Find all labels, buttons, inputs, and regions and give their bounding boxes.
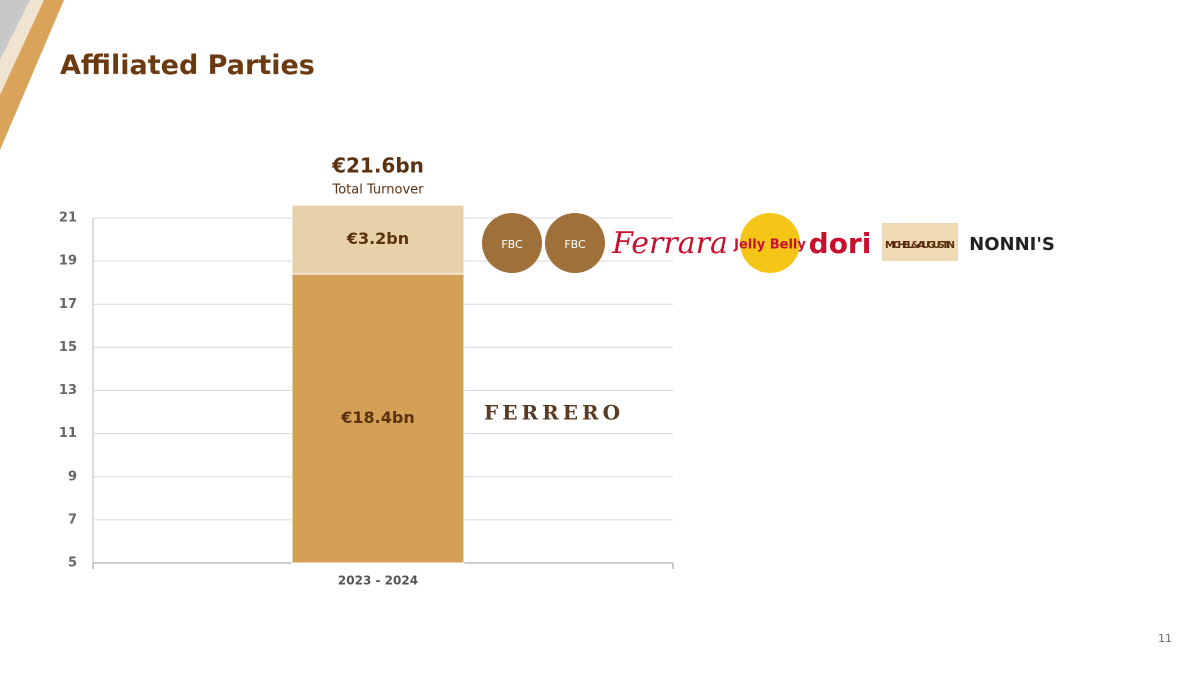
logo: FERRERO [484,401,620,425]
bar-segment [291,273,465,564]
logo: Jelly Belly [733,238,806,253]
logo-badge [482,213,542,273]
page-number: 11 [1158,632,1172,645]
y-tick-label: 7 [68,512,77,527]
total-label: €21.6bn [331,154,424,178]
y-tick-label: 19 [59,254,77,269]
logo-badge [882,223,958,261]
logo: FBC [564,238,586,251]
slide-title: Affiliated Parties [60,50,315,81]
y-tick-label: 21 [59,211,77,226]
logo: Ferrara [611,226,728,261]
logo-badge [740,213,800,273]
bar-segment [291,204,465,275]
value-label: €3.2bn [346,229,409,248]
y-tick-label: 9 [68,469,77,484]
y-tick-label: 13 [59,383,77,398]
y-tick-label: 17 [59,297,77,312]
y-tick-label: 15 [59,340,77,355]
x-tick-label: 2023 - 2024 [338,574,418,588]
y-tick-label: 5 [68,556,77,571]
value-label: €18.4bn [340,408,414,427]
corner-decoration [0,0,30,60]
logo: NONNI'S [969,234,1055,255]
logo: FBC [501,238,523,251]
y-tick-label: 11 [59,426,77,441]
logo: dori [809,227,872,260]
logo: MICHEL & AUGUSTIN [885,240,955,251]
logo-badge [545,213,605,273]
total-caption: Total Turnover [331,183,424,198]
